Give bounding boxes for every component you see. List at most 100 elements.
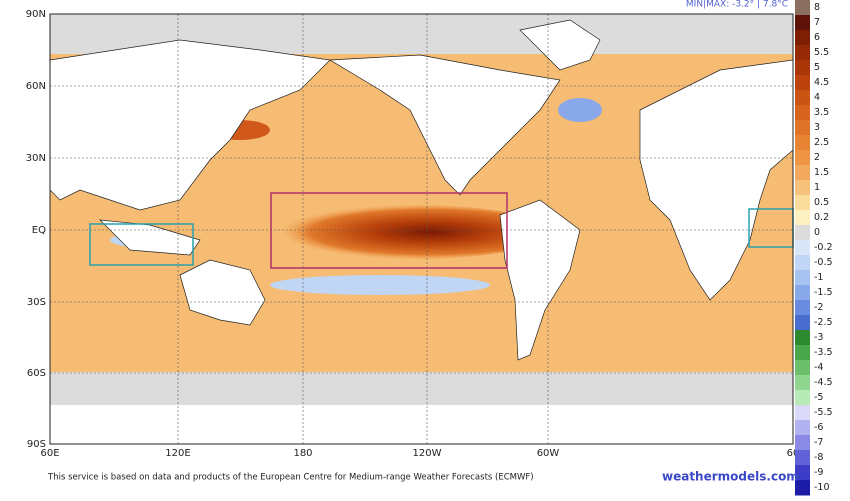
nino34-box	[270, 192, 508, 269]
legend-label: -4	[814, 362, 823, 373]
legend-swatch	[795, 330, 810, 346]
map	[49, 13, 794, 445]
legend-label: -1.5	[814, 287, 833, 298]
lon-label: 180	[293, 448, 312, 459]
legend-swatch	[795, 60, 810, 76]
legend-label: 0.5	[814, 197, 829, 208]
legend-swatch	[795, 120, 810, 136]
legend-swatch	[795, 135, 810, 151]
legend-label: 0	[814, 227, 820, 238]
legend-swatch	[795, 300, 810, 316]
legend-swatch	[795, 45, 810, 61]
legend-label: 2	[814, 152, 820, 163]
legend-label: -5	[814, 392, 823, 403]
legend-swatch	[795, 435, 810, 451]
legend-swatch	[795, 180, 810, 196]
lat-label: 90N	[26, 9, 46, 20]
legend-swatch	[795, 255, 810, 271]
legend-label: -6	[814, 422, 823, 433]
legend-label: 2.5	[814, 137, 829, 148]
north-america	[328, 54, 561, 196]
legend-swatch	[795, 420, 810, 436]
warm-anomaly	[250, 204, 550, 260]
legend-swatch	[795, 450, 810, 466]
legend-label: -9	[814, 467, 823, 478]
legend-label: -0.5	[814, 257, 833, 268]
legend-swatch	[795, 270, 810, 286]
legend-swatch	[795, 195, 810, 211]
site: weathermodels.com	[662, 470, 799, 484]
credit: This service is based on data and produc…	[47, 473, 534, 483]
legend-swatch	[795, 165, 810, 181]
legend-label: -3.5	[814, 347, 833, 358]
legend-swatch	[795, 15, 810, 31]
legend-swatch	[795, 30, 810, 46]
legend-swatch	[795, 405, 810, 421]
legend-swatch	[795, 210, 810, 226]
cool-anomaly	[270, 275, 490, 295]
legend-label: -1	[814, 272, 823, 283]
legend-swatch	[795, 360, 810, 376]
lat-label: 30S	[27, 297, 46, 308]
lat-label: 60S	[27, 368, 46, 379]
legend-swatch	[795, 465, 810, 481]
legend-label: 1.5	[814, 167, 829, 178]
legend-label: -8	[814, 452, 823, 463]
legend-label: -0.2	[814, 242, 833, 253]
legend-swatch	[795, 225, 810, 241]
legend-label: 5.5	[814, 47, 829, 58]
legend-label: 7	[814, 17, 820, 28]
legend-swatch	[795, 240, 810, 256]
lon-label: 120W	[413, 448, 442, 459]
legend-swatch	[795, 315, 810, 331]
antarctica	[50, 405, 793, 444]
legend-label: 3.5	[814, 107, 829, 118]
legend-label: -10	[814, 482, 830, 493]
legend-swatch	[795, 0, 810, 16]
legend-label: 6	[814, 32, 820, 43]
legend-label: -3	[814, 332, 823, 343]
legend-label: -2	[814, 302, 823, 313]
legend-label: 4.5	[814, 77, 829, 88]
legend: 8 7 6 5.5 5 4.5 4 3.5 3 2.5 2 1.5 1 0.5 0.2 0 -0.2 -0.5 -1…	[795, 0, 833, 496]
iod-east-box	[89, 223, 194, 266]
lon-label: 120E	[165, 448, 190, 459]
lon-label: 60E	[40, 448, 59, 459]
legend-label: 4	[814, 92, 820, 103]
legend-swatch	[795, 105, 810, 121]
legend-swatch	[795, 285, 810, 301]
lat-label: 90S	[27, 439, 46, 450]
legend-label: -5.5	[814, 407, 833, 418]
australia	[179, 259, 266, 326]
continents	[49, 19, 794, 361]
legend-label: 0.2	[814, 212, 829, 223]
legend-swatch	[795, 75, 810, 91]
lat-label: 60N	[26, 81, 46, 92]
legend-label: -4.5	[814, 377, 833, 388]
south-america	[499, 199, 581, 361]
lon-label: 60	[787, 448, 800, 459]
legend-swatch	[795, 90, 810, 106]
legend-label: 8	[814, 2, 820, 13]
legend-label: -7	[814, 437, 823, 448]
map-frame	[49, 13, 794, 445]
legend-swatch	[795, 375, 810, 391]
legend-swatch	[795, 150, 810, 166]
legend-label: -2.5	[814, 317, 833, 328]
cool-anomaly	[558, 98, 602, 122]
legend-swatch	[795, 345, 810, 361]
lat-label: 30N	[26, 153, 46, 164]
greenland	[519, 19, 601, 71]
lat-labels: 90N 60N 30N EQ 30S 60S 90S	[26, 9, 46, 450]
lat-label: EQ	[32, 225, 46, 236]
lon-labels: 60E 120E 180 120W 60W 60	[40, 448, 799, 459]
legend-label: 5	[814, 62, 820, 73]
asia	[49, 39, 331, 211]
minmax: MIN|MAX: -3.2° | 7.8°C	[686, 0, 788, 10]
legend-swatch	[795, 390, 810, 406]
lon-label: 60W	[537, 448, 560, 459]
legend-swatch	[795, 480, 810, 496]
legend-label: 1	[814, 182, 820, 193]
legend-label: 3	[814, 122, 820, 133]
